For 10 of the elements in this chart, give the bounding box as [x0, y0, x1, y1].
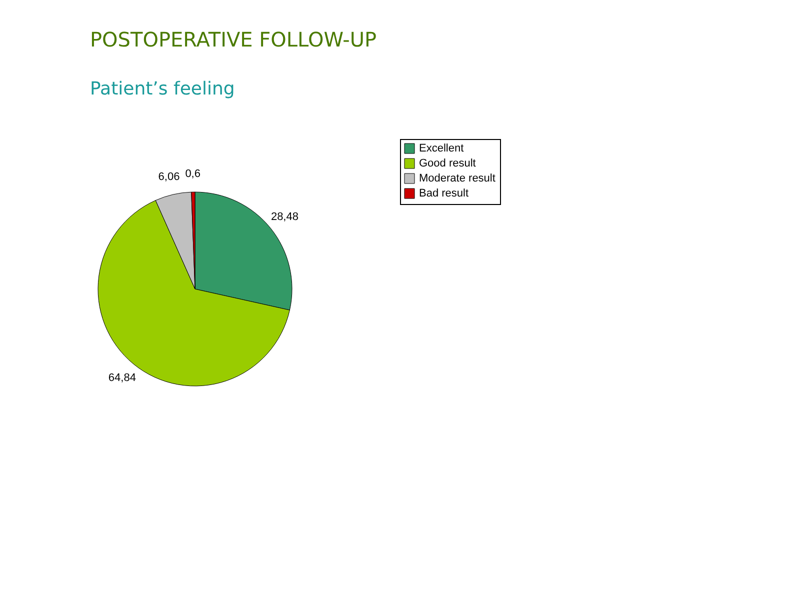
chart-subtitle: Patient’s feeling	[90, 78, 235, 100]
legend-label: Excellent	[419, 142, 464, 154]
data-label: 6,06	[158, 170, 180, 183]
legend-label: Bad result	[419, 188, 469, 200]
chart-title: POSTOPERATIVE FOLLOW-UP	[90, 28, 377, 52]
data-label: 64,84	[108, 372, 136, 384]
data-label: 28,48	[270, 211, 298, 224]
legend-label: Moderate result	[419, 172, 496, 184]
legend-label: Good result	[419, 158, 476, 170]
data-label: 0,6	[185, 168, 200, 180]
